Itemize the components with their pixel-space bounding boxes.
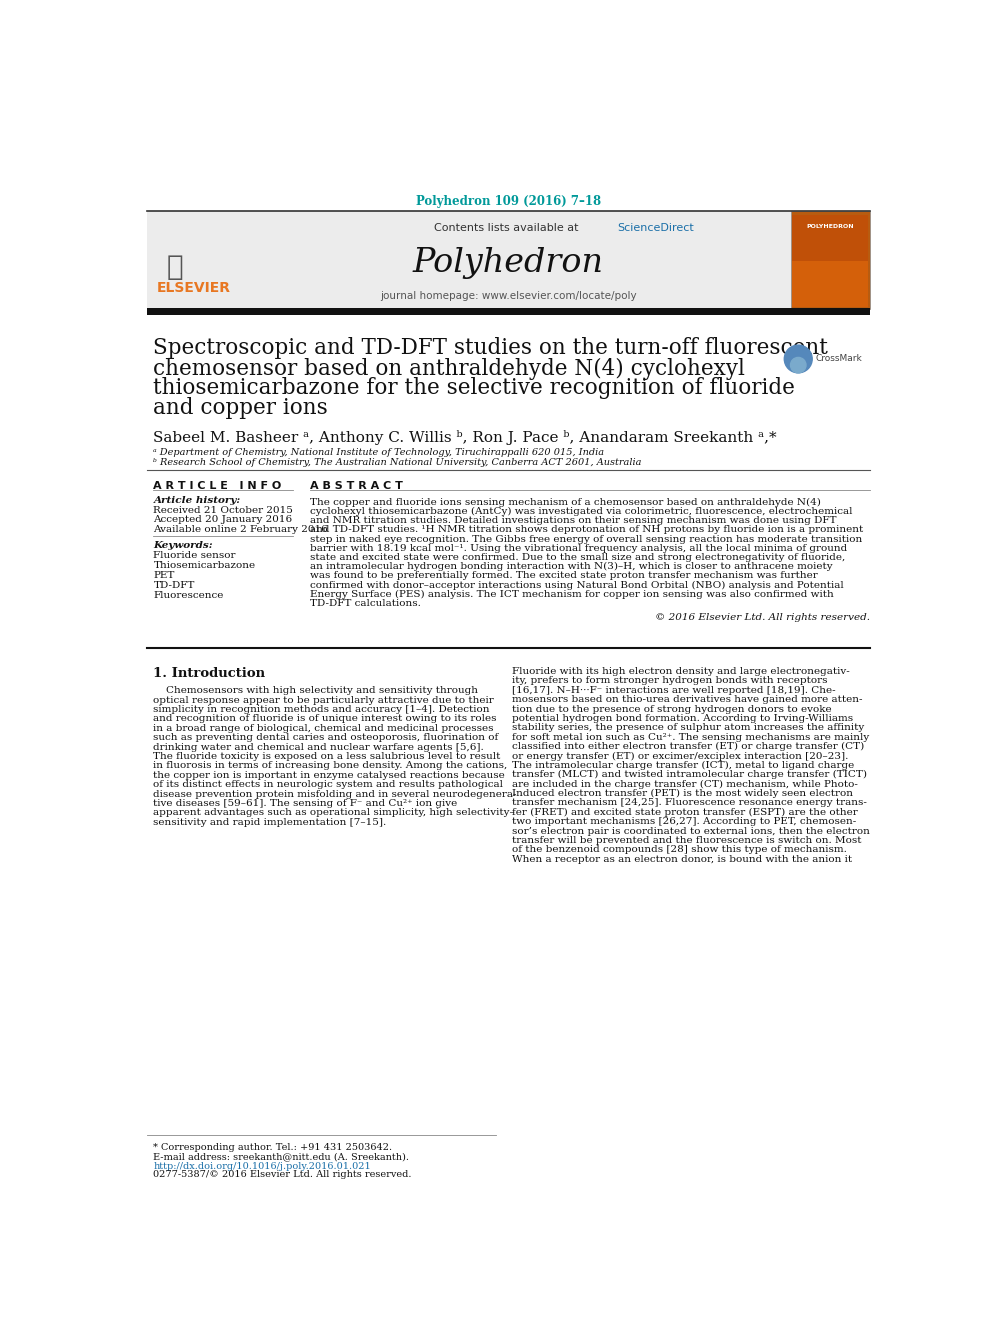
Text: 🌲: 🌲 [167,253,184,280]
Text: Keywords:: Keywords: [154,541,213,550]
Text: ScienceDirect: ScienceDirect [617,224,693,233]
Text: Accepted 20 January 2016: Accepted 20 January 2016 [154,515,293,524]
Text: classified into either electron transfer (ET) or charge transfer (CT): classified into either electron transfer… [512,742,864,751]
Text: transfer will be prevented and the fluorescence is switch on. Most: transfer will be prevented and the fluor… [512,836,861,845]
Text: http://dx.doi.org/10.1016/j.poly.2016.01.021: http://dx.doi.org/10.1016/j.poly.2016.01… [154,1162,371,1171]
Text: A R T I C L E   I N F O: A R T I C L E I N F O [154,480,282,491]
Text: tion due to the presence of strong hydrogen donors to evoke: tion due to the presence of strong hydro… [512,705,831,713]
Text: in a broad range of biological, chemical and medicinal processes: in a broad range of biological, chemical… [154,724,494,733]
Text: TD-DFT: TD-DFT [154,582,194,590]
Text: for soft metal ion such as Cu²⁺. The sensing mechanisms are mainly: for soft metal ion such as Cu²⁺. The sen… [512,733,869,742]
Text: PET: PET [154,572,175,581]
Text: POLYHEDRON: POLYHEDRON [806,224,854,229]
Bar [792,261,868,307]
Text: confirmed with donor–acceptor interactions using Natural Bond Orbital (NBO) anal: confirmed with donor–acceptor interactio… [310,581,844,590]
Bar [147,308,870,315]
Text: and recognition of fluoride is of unique interest owing to its roles: and recognition of fluoride is of unique… [154,714,497,724]
Bar [792,214,868,261]
Text: E-mail address: sreekanth@nitt.edu (A. Sreekanth).: E-mail address: sreekanth@nitt.edu (A. S… [154,1152,410,1162]
Text: the copper ion is important in enzyme catalysed reactions because: the copper ion is important in enzyme ca… [154,771,505,779]
Text: Chemosensors with high selectivity and sensitivity through: Chemosensors with high selectivity and s… [154,687,478,695]
Text: of the benzenoid compounds [28] show this type of mechanism.: of the benzenoid compounds [28] show thi… [512,845,846,855]
Circle shape [785,345,812,373]
Text: disease prevention protein misfolding and in several neurodegenera-: disease prevention protein misfolding an… [154,790,517,799]
Text: ELSEVIER: ELSEVIER [157,280,230,295]
Text: Available online 2 February 2016: Available online 2 February 2016 [154,524,328,533]
Text: optical response appear to be particularly attractive due to their: optical response appear to be particular… [154,696,494,705]
Text: sensitivity and rapid implementation [7–15].: sensitivity and rapid implementation [7–… [154,818,387,827]
Text: The fluoride toxicity is exposed on a less salubrious level to result: The fluoride toxicity is exposed on a le… [154,751,501,761]
Text: journal homepage: www.elsevier.com/locate/poly: journal homepage: www.elsevier.com/locat… [380,291,637,300]
Text: are included in the charge transfer (CT) mechanism, while Photo-: are included in the charge transfer (CT)… [512,779,857,789]
Text: simplicity in recognition methods and accuracy [1–4]. Detection: simplicity in recognition methods and ac… [154,705,490,714]
Text: step in naked eye recognition. The Gibbs free energy of overall sensing reaction: step in naked eye recognition. The Gibbs… [310,534,862,544]
Text: fer (FRET) and excited state proton transfer (ESPT) are the other: fer (FRET) and excited state proton tran… [512,808,857,818]
Text: [16,17]. N–H···F⁻ interactions are well reported [18,19]. Che-: [16,17]. N–H···F⁻ interactions are well … [512,685,835,695]
Text: CrossMark: CrossMark [815,355,862,364]
Text: 1. Introduction: 1. Introduction [154,667,266,680]
Text: apparent advantages such as operational simplicity, high selectivity–: apparent advantages such as operational … [154,808,515,818]
Text: drinking water and chemical and nuclear warfare agents [5,6].: drinking water and chemical and nuclear … [154,742,484,751]
Bar [147,212,791,308]
Text: The copper and fluoride ions sensing mechanism of a chemosensor based on anthral: The copper and fluoride ions sensing mec… [310,497,820,507]
Text: two important mechanisms [26,27]. According to PET, chemosen-: two important mechanisms [26,27]. Accord… [512,818,856,827]
Text: Spectroscopic and TD-DFT studies on the turn-off fluorescent: Spectroscopic and TD-DFT studies on the … [154,337,828,360]
Text: and copper ions: and copper ions [154,397,328,419]
Text: ᵃ Department of Chemistry, National Institute of Technology, Tiruchirappalli 620: ᵃ Department of Chemistry, National Inst… [154,448,604,458]
Text: and NMR titration studies. Detailed investigations on their sensing mechanism wa: and NMR titration studies. Detailed inve… [310,516,836,525]
Bar [791,212,870,308]
Text: in fluorosis in terms of increasing bone density. Among the cations,: in fluorosis in terms of increasing bone… [154,761,508,770]
Text: ᵇ Research School of Chemistry, The Australian National University, Canberra ACT: ᵇ Research School of Chemistry, The Aust… [154,458,642,467]
Text: When a receptor as an electron donor, is bound with the anion it: When a receptor as an electron donor, is… [512,855,851,864]
Text: Polyhedron: Polyhedron [413,246,604,279]
Text: was found to be preferentially formed. The excited state proton transfer mechani: was found to be preferentially formed. T… [310,572,817,581]
Text: The intramolecular charge transfer (ICT), metal to ligand charge: The intramolecular charge transfer (ICT)… [512,761,854,770]
Text: Polyhedron 109 (2016) 7–18: Polyhedron 109 (2016) 7–18 [416,194,601,208]
Bar [147,212,271,308]
Text: A B S T R A C T: A B S T R A C T [310,480,403,491]
Text: state and excited state were confirmed. Due to the small size and strong electro: state and excited state were confirmed. … [310,553,845,562]
Text: barrier with 18.19 kcal mol⁻¹. Using the vibrational frequency analysis, all the: barrier with 18.19 kcal mol⁻¹. Using the… [310,544,847,553]
Text: sor’s electron pair is coordinated to external ions, then the electron: sor’s electron pair is coordinated to ex… [512,827,869,836]
Text: or energy transfer (ET) or excimer/exciplex interaction [20–23].: or energy transfer (ET) or excimer/excip… [512,751,848,761]
Text: Article history:: Article history: [154,496,241,505]
Text: thiosemicarbazone for the selective recognition of fluoride: thiosemicarbazone for the selective reco… [154,377,796,400]
Text: and TD-DFT studies. ¹H NMR titration shows deprotonation of NH protons by fluori: and TD-DFT studies. ¹H NMR titration sho… [310,525,863,534]
Circle shape [791,357,806,373]
Text: stability series, the presence of sulphur atom increases the affinity: stability series, the presence of sulphu… [512,724,864,733]
Text: transfer (MLCT) and twisted intramolecular charge transfer (TICT): transfer (MLCT) and twisted intramolecul… [512,770,866,779]
Text: cyclohexyl thiosemicarbazone (AntCy) was investigated via colorimetric, fluoresc: cyclohexyl thiosemicarbazone (AntCy) was… [310,507,852,516]
Text: mosensors based on thio-urea derivatives have gained more atten-: mosensors based on thio-urea derivatives… [512,695,862,704]
Text: © 2016 Elsevier Ltd. All rights reserved.: © 2016 Elsevier Ltd. All rights reserved… [655,613,870,622]
Text: potential hydrogen bond formation. According to Irving-Williams: potential hydrogen bond formation. Accor… [512,714,853,722]
Text: Fluorescence: Fluorescence [154,591,224,601]
Text: * Corresponding author. Tel.: +91 431 2503642.: * Corresponding author. Tel.: +91 431 25… [154,1143,393,1152]
Text: transfer mechanism [24,25]. Fluorescence resonance energy trans-: transfer mechanism [24,25]. Fluorescence… [512,799,866,807]
Text: chemosensor based on anthraldehyde N(4) cyclohexyl: chemosensor based on anthraldehyde N(4) … [154,357,745,380]
Text: Energy Surface (PES) analysis. The ICT mechanism for copper ion sensing was also: Energy Surface (PES) analysis. The ICT m… [310,590,833,599]
Text: of its distinct effects in neurologic system and results pathological: of its distinct effects in neurologic sy… [154,781,504,789]
Text: Sabeel M. Basheer ᵃ, Anthony C. Willis ᵇ, Ron J. Pace ᵇ, Anandaram Sreekanth ᵃ,*: Sabeel M. Basheer ᵃ, Anthony C. Willis ᵇ… [154,430,777,445]
Text: Received 21 October 2015: Received 21 October 2015 [154,505,294,515]
Text: 0277-5387/© 2016 Elsevier Ltd. All rights reserved.: 0277-5387/© 2016 Elsevier Ltd. All right… [154,1170,412,1179]
Text: Fluoride with its high electron density and large electronegativ-: Fluoride with its high electron density … [512,667,849,676]
Text: Contents lists available at: Contents lists available at [434,224,582,233]
Text: such as preventing dental caries and osteoporosis, fluorination of: such as preventing dental caries and ost… [154,733,499,742]
Text: an intramolecular hydrogen bonding interaction with N(3)–H, which is closer to a: an intramolecular hydrogen bonding inter… [310,562,832,572]
Text: ity, prefers to form stronger hydrogen bonds with receptors: ity, prefers to form stronger hydrogen b… [512,676,827,685]
Text: Fluoride sensor: Fluoride sensor [154,552,236,561]
Text: TD-DFT calculations.: TD-DFT calculations. [310,599,421,609]
Text: tive diseases [59–61]. The sensing of F⁻ and Cu²⁺ ion give: tive diseases [59–61]. The sensing of F⁻… [154,799,457,808]
Text: Thiosemicarbazone: Thiosemicarbazone [154,561,256,570]
Text: Induced electron transfer (PET) is the most widely seen electron: Induced electron transfer (PET) is the m… [512,789,852,798]
